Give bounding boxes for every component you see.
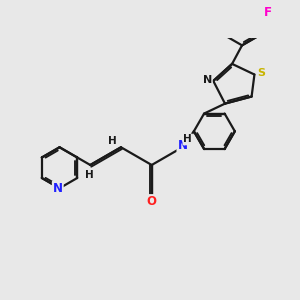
Text: N: N	[202, 75, 212, 85]
Text: H: H	[183, 134, 192, 145]
Text: F: F	[264, 6, 272, 20]
Text: H: H	[108, 136, 116, 146]
Text: N: N	[177, 139, 188, 152]
Text: S: S	[257, 68, 265, 78]
Text: O: O	[147, 195, 157, 208]
Text: H: H	[85, 170, 94, 180]
Text: N: N	[53, 182, 63, 195]
